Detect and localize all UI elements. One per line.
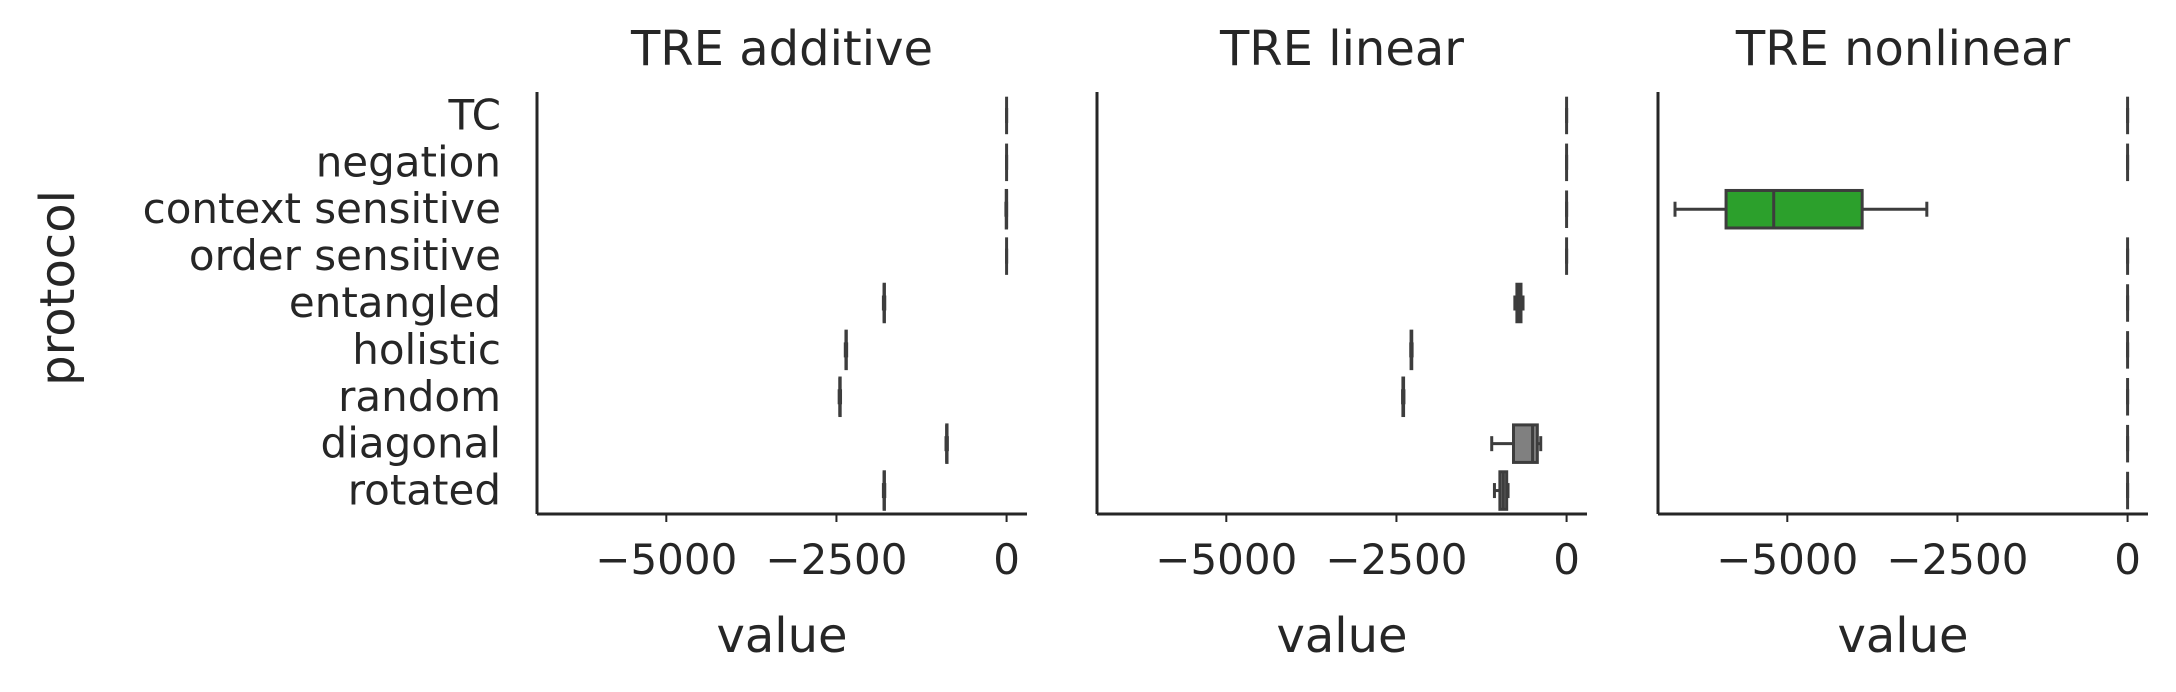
x-axis-label: value bbox=[1837, 608, 1968, 664]
x-axis-label: value bbox=[716, 608, 847, 664]
y-tick-label-order-sensitive: order sensitive bbox=[189, 231, 501, 280]
x-tick-label: −5000 bbox=[1716, 535, 1858, 584]
y-tick-label-holistic: holistic bbox=[352, 325, 501, 374]
y-tick-label-entangled: entangled bbox=[289, 278, 501, 327]
box-diagonal bbox=[1490, 423, 1543, 464]
y-tick-label-context-sensitive: context sensitive bbox=[143, 184, 501, 233]
y-tick-label-negation: negation bbox=[316, 137, 501, 186]
box-rotated bbox=[881, 470, 887, 511]
panel-tre-nonlinear: TRE nonlinear −5000 −2500 0 value bbox=[1656, 21, 2148, 664]
x-tick-label: −2500 bbox=[765, 535, 907, 584]
box-rotated bbox=[1492, 470, 1510, 511]
box-diagonal bbox=[944, 423, 949, 464]
facet-panels: TRE additive −5000 −2500 0 value TRE linear −5… bbox=[535, 21, 2148, 664]
y-axis-label: protocol bbox=[30, 190, 86, 386]
box-random bbox=[1401, 376, 1406, 418]
x-tick-label: 0 bbox=[1553, 535, 1580, 584]
iqr-box bbox=[1724, 188, 1864, 230]
box-context-sensitive bbox=[1004, 188, 1009, 230]
x-tick-label: 0 bbox=[2114, 535, 2141, 584]
panel-title: TRE additive bbox=[630, 21, 933, 77]
y-tick-label-diagonal: diagonal bbox=[321, 419, 501, 468]
box-holistic bbox=[843, 329, 849, 371]
box-random bbox=[837, 376, 843, 418]
y-tick-label-random: random bbox=[338, 372, 501, 421]
box-holistic bbox=[1409, 329, 1414, 371]
box-entangled bbox=[1513, 282, 1525, 324]
x-tick-label: −2500 bbox=[1886, 535, 2028, 584]
x-tick-label: 0 bbox=[993, 535, 1020, 584]
x-axis-label: value bbox=[1276, 608, 1407, 664]
y-tick-label-rotated: rotated bbox=[348, 466, 501, 515]
panel-title: TRE linear bbox=[1219, 21, 1464, 77]
x-tick-label: −2500 bbox=[1325, 535, 1467, 584]
x-tick-label: −5000 bbox=[1155, 535, 1297, 584]
panel-tre-additive: TRE additive −5000 −2500 0 value bbox=[535, 21, 1027, 664]
box-entangled bbox=[881, 282, 887, 324]
panel-tre-linear: TRE linear −5000 −2500 0 value bbox=[1095, 21, 1587, 664]
x-tick-label: −5000 bbox=[595, 535, 737, 584]
y-tick-label-tc: TC bbox=[447, 90, 501, 139]
panel-title: TRE nonlinear bbox=[1735, 21, 2071, 77]
box-context-sensitive bbox=[1673, 188, 1929, 230]
